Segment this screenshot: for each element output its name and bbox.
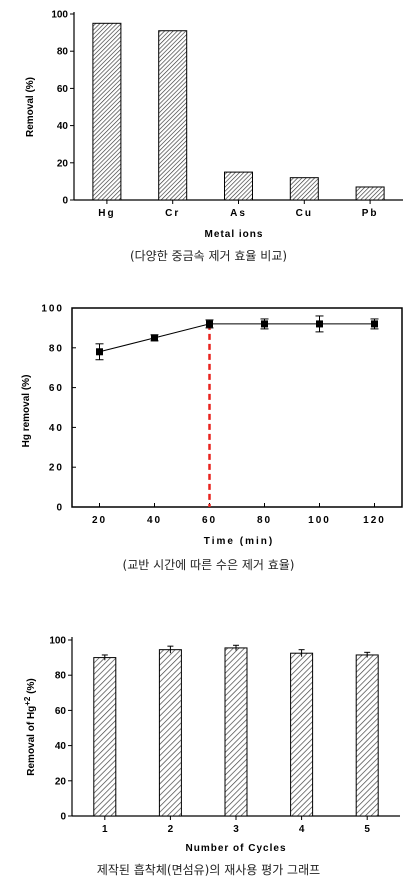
bar (355, 186, 385, 201)
x-tick-label: 20 (92, 515, 107, 526)
y-tick-label: 100 (41, 304, 64, 315)
chart2-caption: (교반 시간에 따른 수은 제거 효율) (122, 558, 295, 572)
y-tick-label: 20 (49, 463, 64, 474)
x-tick-label: Hg (98, 208, 115, 219)
x-axis-label: Time (min) (204, 536, 274, 547)
y-axis-label: Removal of Hg+2 (%) (23, 678, 37, 775)
bar (158, 30, 188, 201)
bar (290, 652, 314, 817)
y-tick-label: 40 (57, 121, 69, 132)
data-point (261, 320, 268, 328)
y-tick-label: 80 (49, 343, 64, 354)
y-axis-label: Hg removal (%) (21, 375, 32, 448)
data-point (206, 320, 213, 328)
data-point (151, 334, 158, 342)
x-axis-label: Metal ions (205, 229, 264, 240)
y-tick-label: 0 (62, 196, 68, 207)
data-point (96, 348, 103, 356)
plot-frame (71, 307, 403, 508)
y-tick-label: 60 (55, 706, 67, 717)
time-removal-chart: 0 20 40 60 80 100 20 40 60 80 100 120 Hg removal (%… (21, 304, 403, 547)
chart1-caption: (다양한 중금속 제거 효율 비교) (129, 249, 288, 263)
reuse-cycles-chart: 0 20 40 60 80 100 1 2 3 4 5 Removal of Hg+2 (%) Nu… (23, 636, 400, 854)
metal-removal-chart: 0 20 40 60 80 100 Hg Cr As Cu Pb Removal (%) Metal… (25, 10, 403, 240)
x-tick-label: Pb (362, 208, 379, 219)
x-tick-label: Cr (165, 208, 180, 219)
x-tick-label: 80 (257, 515, 272, 526)
bar (224, 647, 248, 817)
x-tick-label: 5 (364, 824, 370, 835)
bar (224, 171, 253, 201)
y-tick-label: 60 (57, 84, 69, 95)
y-tick-label: 100 (49, 636, 66, 647)
y-tick-label: 40 (55, 741, 67, 752)
bar (93, 657, 117, 817)
x-tick-label: 4 (299, 824, 305, 835)
y-tick-label: 80 (57, 47, 69, 58)
y-tick-label: 0 (60, 812, 66, 823)
series-line (99, 323, 375, 353)
bar (289, 177, 319, 201)
x-tick-label: 1 (102, 824, 108, 835)
y-tick-label: 80 (55, 671, 67, 682)
x-tick-label: 40 (147, 515, 162, 526)
x-tick-label: 2 (168, 824, 174, 835)
y-tick-label: 100 (51, 10, 68, 21)
chart3-caption: 제작된 흡착체(면섬유)의 재사용 평가 그래프 (96, 863, 321, 877)
y-axis-label: Removal (%) (25, 77, 36, 137)
bar (92, 22, 122, 201)
x-tick-label: 120 (363, 515, 386, 526)
x-tick-label: 60 (202, 515, 217, 526)
y-tick-label: 60 (49, 383, 64, 394)
bar (158, 649, 182, 817)
data-point (371, 320, 378, 328)
data-point (316, 320, 323, 328)
x-tick-label: As (230, 208, 247, 219)
y-tick-label: 0 (56, 503, 64, 514)
y-tick-label: 20 (57, 158, 69, 169)
x-tick-label: Cu (296, 208, 313, 219)
x-tick-label: 3 (233, 824, 239, 835)
x-tick-label: 100 (308, 515, 331, 526)
y-tick-label: 40 (49, 423, 64, 434)
x-axis-label: Number of Cycles (185, 843, 286, 854)
y-tick-label: 20 (55, 776, 67, 787)
bar (355, 654, 379, 817)
